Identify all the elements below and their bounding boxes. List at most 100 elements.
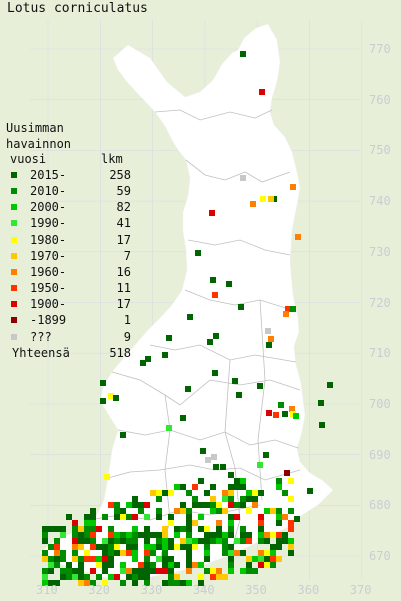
- observation-square: [327, 382, 333, 388]
- observation-square: [207, 339, 213, 345]
- observation-square: [108, 550, 114, 556]
- observation-square: [270, 556, 276, 562]
- observation-square: [220, 464, 226, 470]
- observation-square: [144, 526, 150, 532]
- observation-square: [90, 532, 96, 538]
- observation-square: [258, 526, 264, 532]
- observation-square: [174, 508, 180, 514]
- observation-square: [108, 562, 114, 568]
- observation-square: [168, 556, 174, 562]
- observation-square: [234, 550, 240, 556]
- observation-square: [114, 550, 120, 556]
- observation-square: [54, 550, 60, 556]
- observation-square: [72, 538, 78, 544]
- observation-square: [168, 580, 174, 586]
- observation-square: [120, 508, 126, 514]
- observation-square: [108, 544, 114, 550]
- observation-square: [42, 574, 48, 580]
- observation-square: [204, 550, 210, 556]
- observation-square: [114, 502, 120, 508]
- legend-label: 1950-: [30, 281, 67, 296]
- observation-square: [180, 580, 186, 586]
- x-axis-label: 320: [88, 583, 110, 597]
- observation-square: [132, 496, 138, 502]
- observation-square: [228, 544, 234, 550]
- observation-square: [84, 550, 90, 556]
- observation-square: [264, 532, 270, 538]
- observation-square: [132, 502, 138, 508]
- observation-square: [180, 484, 186, 490]
- observation-square: [72, 544, 78, 550]
- observation-square: [257, 383, 263, 389]
- observation-square: [54, 544, 60, 550]
- legend-rows: 2015- 258 2010- 59 2000- 82 1990- 41 1980- 17 1970…: [6, 168, 136, 346]
- observation-square: [186, 562, 192, 568]
- observation-square: [216, 508, 222, 514]
- observation-square: [108, 574, 114, 580]
- legend-year-heading: vuosi: [10, 152, 47, 167]
- observation-square: [234, 538, 240, 544]
- observation-square: [72, 568, 78, 574]
- observation-square: [260, 196, 266, 202]
- observation-square: [138, 562, 144, 568]
- observation-square: [102, 514, 108, 520]
- observation-square: [60, 550, 66, 556]
- observation-square: [234, 478, 240, 484]
- observation-square: [186, 568, 192, 574]
- observation-square: [72, 556, 78, 562]
- observation-square: [156, 514, 162, 520]
- observation-square: [186, 550, 192, 556]
- observation-square: [246, 562, 252, 568]
- observation-square: [84, 538, 90, 544]
- observation-square: [288, 550, 294, 556]
- observation-square: [186, 514, 192, 520]
- observation-square: [283, 311, 289, 317]
- observation-square: [276, 478, 282, 484]
- x-axis-label: 340: [192, 583, 215, 597]
- observation-square: [228, 556, 234, 562]
- observation-square: [276, 508, 282, 514]
- observation-square: [180, 502, 186, 508]
- map-title: Lotus corniculatus: [7, 1, 148, 16]
- observation-square: [60, 556, 66, 562]
- observation-square: [258, 538, 264, 544]
- observation-square: [132, 556, 138, 562]
- observation-square: [216, 538, 222, 544]
- observation-square: [246, 490, 252, 496]
- observation-square: [166, 425, 172, 431]
- observation-square: [222, 574, 228, 580]
- observation-square: [210, 568, 216, 574]
- observation-square: [42, 556, 48, 562]
- legend-swatch: [11, 301, 17, 308]
- observation-square: [240, 532, 246, 538]
- observation-square: [289, 406, 295, 412]
- observation-square: [42, 538, 48, 544]
- observation-square: [250, 201, 256, 207]
- observation-square: [48, 568, 54, 574]
- legend-swatch: [11, 333, 17, 340]
- observation-square: [162, 490, 168, 496]
- observation-square: [54, 556, 60, 562]
- observation-square: [174, 484, 180, 490]
- observation-square: [162, 352, 168, 358]
- legend-swatch: [11, 171, 17, 178]
- legend: Uusimman havainnon vuosi lkm 2015- 258 201…: [6, 121, 136, 362]
- observation-square: [209, 210, 215, 216]
- observation-square: [252, 490, 258, 496]
- observation-square: [234, 502, 240, 508]
- observation-square: [78, 562, 84, 568]
- observation-square: [288, 520, 294, 526]
- legend-count: 11: [116, 281, 131, 296]
- observation-square: [270, 508, 276, 514]
- observation-square: [132, 580, 138, 586]
- observation-square: [228, 562, 234, 568]
- legend-label: 1900-: [30, 297, 67, 312]
- observation-square: [228, 496, 234, 502]
- observation-square: [126, 502, 132, 508]
- observation-square: [174, 532, 180, 538]
- observation-square: [186, 544, 192, 550]
- observation-square: [240, 550, 246, 556]
- observation-square: [210, 538, 216, 544]
- observation-square: [226, 281, 232, 287]
- observation-square: [307, 488, 313, 494]
